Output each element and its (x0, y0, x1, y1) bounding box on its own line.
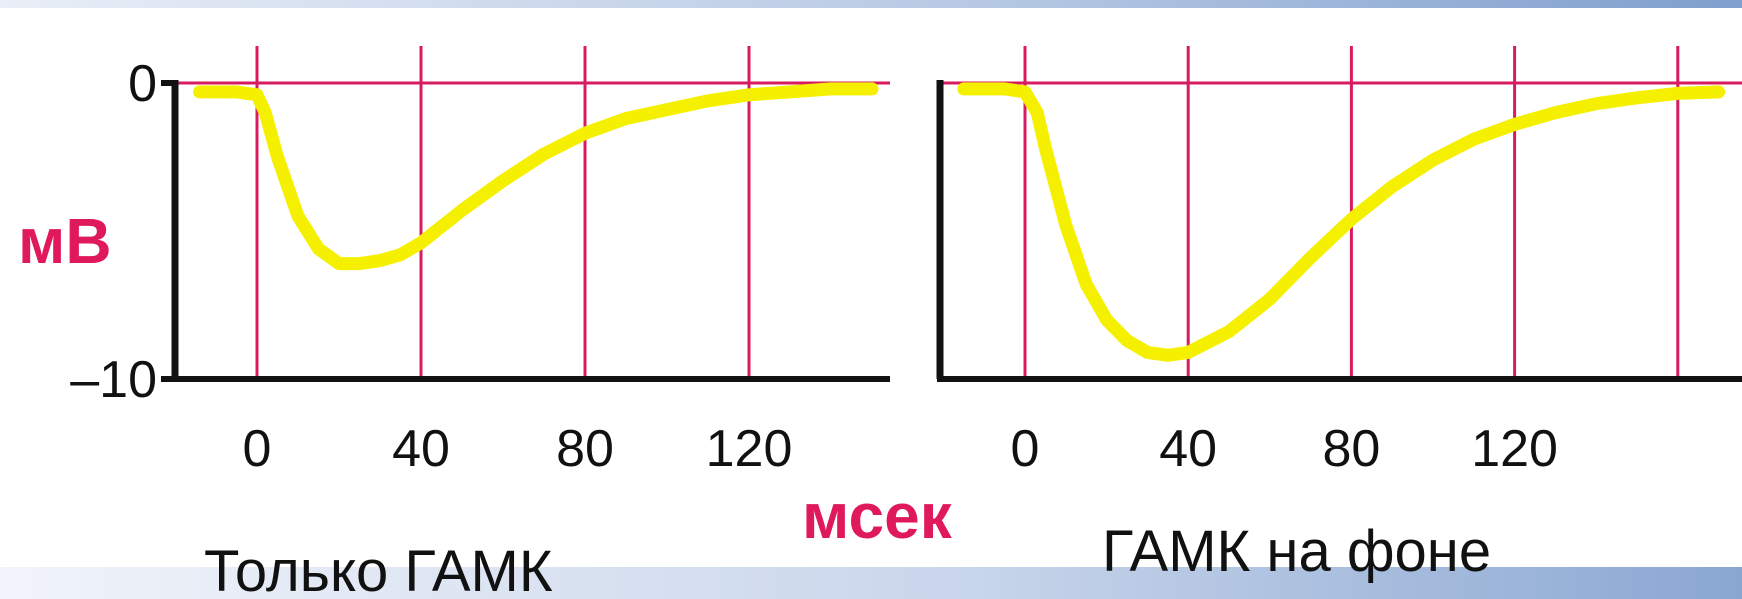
slide-frame-top (0, 0, 1742, 8)
chart-panel-left: 0 40 80 120 0 –10 (70, 46, 890, 478)
slide-frame-bottom (0, 567, 1742, 599)
x-tick-label-0: 0 (243, 420, 272, 478)
data-trace-0 (193, 82, 879, 271)
x-tick-label-40: 40 (392, 420, 450, 478)
x-tick-label-0: 0 (1011, 420, 1040, 478)
x-tick-label-80: 80 (556, 420, 614, 478)
x-tick-label-120: 120 (706, 420, 793, 478)
x-axis-label: мсек (802, 480, 953, 552)
data-trace-0 (957, 82, 1726, 362)
chart-panel-right: 0 40 80 120 (936, 46, 1742, 478)
x-tick-label-40: 40 (1159, 420, 1217, 478)
y-tick-label-0: 0 (128, 55, 157, 113)
left-chart-caption: Только ГАМК (204, 539, 553, 599)
right-chart-caption: ГАМК на фоне (1102, 519, 1491, 584)
y-tick-label-1: –10 (70, 351, 157, 409)
x-tick-label-80: 80 (1322, 420, 1380, 478)
x-tick-label-120: 120 (1471, 420, 1558, 478)
y-axis-label: мВ (18, 205, 112, 277)
